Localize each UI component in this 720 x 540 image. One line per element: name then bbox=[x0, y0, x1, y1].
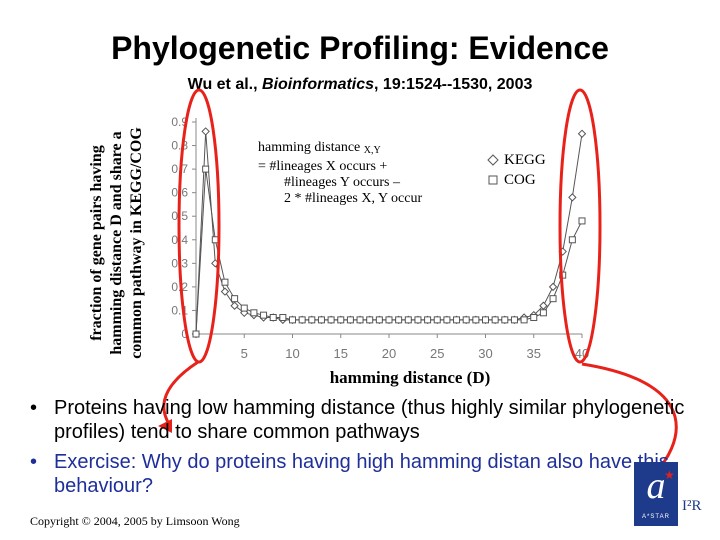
logo-badge: a ★ A*STAR bbox=[634, 462, 678, 526]
data-point-cog bbox=[414, 316, 422, 324]
data-point-cog bbox=[433, 316, 441, 324]
data-point-cog bbox=[356, 316, 364, 324]
data-point-cog bbox=[375, 316, 383, 324]
y-tick-label: 0.1 bbox=[171, 303, 188, 317]
data-point-cog bbox=[385, 316, 393, 324]
citation-rest: , 19:1524--1530, 2003 bbox=[374, 76, 533, 93]
diamond-marker-icon bbox=[487, 154, 499, 166]
bullet-marker: • bbox=[30, 451, 38, 473]
x-tick-label: 5 bbox=[241, 346, 248, 361]
data-point-cog bbox=[346, 316, 354, 324]
series-layer bbox=[191, 127, 587, 339]
legend-label-cog: COG bbox=[504, 172, 536, 188]
logo-text: I²R bbox=[682, 498, 702, 514]
data-point-kegg bbox=[220, 287, 230, 296]
formula-line-2: = #lineages X occurs + bbox=[258, 159, 388, 174]
legend-item-cog: COG bbox=[486, 170, 546, 190]
data-point-cog bbox=[530, 314, 538, 322]
data-point-cog bbox=[404, 316, 412, 324]
y-tick-label: 0.8 bbox=[171, 139, 188, 153]
x-tick-label: 20 bbox=[382, 346, 396, 361]
logo-mark: a bbox=[646, 465, 666, 507]
data-point-cog bbox=[260, 311, 268, 319]
data-point-cog bbox=[240, 304, 248, 312]
formula-line-3: #lineages Y occurs – bbox=[284, 175, 400, 190]
data-point-cog bbox=[482, 316, 489, 324]
data-point-kegg bbox=[568, 193, 577, 202]
legend-label-kegg: KEGG bbox=[504, 152, 546, 168]
x-tick-label: 25 bbox=[430, 346, 444, 361]
y-tick-label: 0 bbox=[181, 327, 188, 341]
astar-logo: a ★ A*STAR I²R bbox=[634, 462, 704, 526]
left-highlight-ellipse bbox=[177, 88, 221, 364]
x-tick-label: 30 bbox=[478, 346, 492, 361]
data-point-cog bbox=[520, 316, 528, 324]
slide-title: Phylogenetic Profiling: Evidence bbox=[111, 30, 609, 66]
bullet-item: • Proteins having low hamming distance (… bbox=[28, 396, 688, 444]
bullet-text: Exercise: Why do proteins having high ha… bbox=[54, 451, 669, 497]
data-point-cog bbox=[250, 309, 258, 317]
logo-caption: A*STAR bbox=[642, 514, 670, 520]
citation-authors: Wu et al., bbox=[187, 76, 263, 93]
star-icon: ★ bbox=[664, 468, 675, 482]
data-point-cog bbox=[327, 316, 335, 324]
data-point-cog bbox=[510, 316, 518, 324]
bullet-marker: • bbox=[30, 397, 38, 419]
data-point-cog bbox=[443, 316, 451, 324]
data-point-cog bbox=[317, 316, 325, 324]
data-point-cog bbox=[192, 330, 200, 338]
data-point-kegg bbox=[230, 301, 239, 310]
data-point-kegg bbox=[577, 129, 587, 138]
data-point-cog bbox=[578, 217, 586, 225]
citation: Wu et al., Bioinformatics, 19:1524--1530… bbox=[0, 76, 720, 94]
x-ticks: 5 10 15 20 25 30 35 40 bbox=[241, 334, 589, 361]
x-tick-label: 35 bbox=[527, 346, 541, 361]
data-point-cog bbox=[279, 314, 287, 322]
data-point-kegg bbox=[201, 127, 210, 136]
data-point-cog bbox=[424, 316, 432, 324]
data-point-cog bbox=[202, 165, 210, 173]
formula-subscript: X,Y bbox=[363, 145, 381, 156]
right-highlight-ellipse bbox=[558, 88, 602, 364]
data-point-cog bbox=[472, 316, 480, 324]
legend-item-kegg: KEGG bbox=[486, 150, 546, 170]
data-point-cog bbox=[366, 316, 374, 324]
formula-annotation: hamming distance X,Y = #lineages X occur… bbox=[258, 140, 458, 207]
data-point-cog bbox=[462, 316, 470, 324]
data-point-cog bbox=[453, 316, 461, 324]
data-point-cog bbox=[221, 278, 229, 286]
data-point-kegg bbox=[539, 301, 548, 310]
data-point-cog bbox=[231, 295, 239, 303]
data-point-cog bbox=[501, 316, 509, 324]
data-point-cog bbox=[395, 316, 403, 324]
bullet-text: Proteins having low hamming distance (th… bbox=[54, 397, 685, 443]
formula-line-4: 2 * #lineages X, Y occur bbox=[284, 191, 423, 206]
data-point-cog bbox=[269, 314, 277, 322]
data-point-cog bbox=[289, 316, 296, 324]
x-axis-label: hamming distance (D) bbox=[329, 368, 491, 387]
data-point-cog bbox=[298, 316, 306, 324]
data-point-cog bbox=[337, 316, 345, 324]
data-point-kegg bbox=[548, 282, 558, 292]
x-tick-label: 15 bbox=[334, 346, 348, 361]
copyright-footer: Copyright © 2004, 2005 by Limsoon Wong bbox=[30, 514, 240, 528]
legend: KEGG COG bbox=[486, 150, 546, 190]
x-tick-label: 10 bbox=[285, 346, 299, 361]
data-point-cog bbox=[568, 236, 576, 244]
bullet-list: • Proteins having low hamming distance (… bbox=[28, 396, 688, 504]
data-point-cog bbox=[549, 295, 557, 303]
data-point-cog bbox=[491, 316, 499, 324]
data-point-cog bbox=[308, 316, 316, 324]
bullet-item: • Exercise: Why do proteins having high … bbox=[28, 450, 688, 498]
data-point-cog bbox=[539, 309, 547, 317]
citation-journal: Bioinformatics bbox=[262, 76, 375, 93]
square-marker-icon bbox=[488, 175, 498, 185]
left-arrow-head bbox=[158, 419, 172, 433]
formula-line-1: hamming distance bbox=[258, 140, 361, 155]
